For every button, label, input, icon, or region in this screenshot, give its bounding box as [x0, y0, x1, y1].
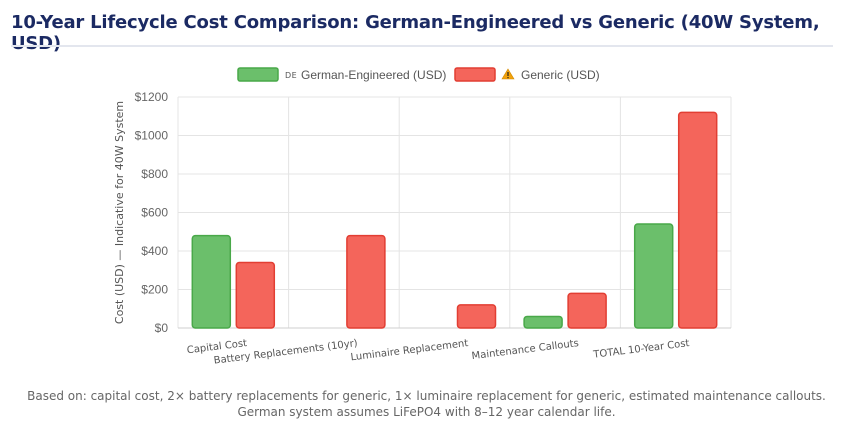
y-tick-label: $400 — [141, 244, 168, 258]
de-flag-label: DE — [285, 71, 297, 80]
chart-legend[interactable]: DE German-Engineered (USD) Generic (USD) — [237, 67, 600, 82]
legend-swatch-german[interactable] — [237, 67, 279, 82]
x-tick-label: Maintenance Callouts — [471, 338, 579, 362]
y-tick-label: $1200 — [135, 90, 169, 104]
bar-generic[interactable] — [456, 304, 497, 329]
bar-generic[interactable] — [567, 292, 607, 329]
y-tick-label: $800 — [141, 167, 168, 181]
bar-german[interactable] — [633, 223, 674, 329]
bar-generic[interactable] — [677, 111, 718, 329]
bar-german[interactable] — [523, 315, 563, 329]
y-tick-label: $200 — [141, 283, 168, 297]
y-axis-title: Cost (USD) — Indicative for 40W System — [113, 101, 126, 324]
bar-german[interactable] — [191, 234, 232, 329]
y-axis: $0 $200 $400 $600 $800 $1000 $1200 Cost (USD) —… — [113, 90, 168, 335]
lifecycle-cost-chart: DE German-Engineered (USD) Generic (USD) $… — [113, 67, 732, 367]
x-tick-label: Luminaire Replacement — [350, 338, 469, 363]
bar-generic[interactable] — [235, 261, 276, 329]
page-title: 10-Year Lifecycle Cost Comparison: Germa… — [11, 12, 820, 54]
x-tick-label: TOTAL 10-Year Cost — [592, 338, 690, 361]
y-tick-label: $1000 — [135, 129, 169, 143]
warning-icon-mark — [507, 72, 509, 76]
legend-swatch-generic[interactable] — [454, 67, 496, 82]
legend-label-german: German-Engineered (USD) — [301, 68, 446, 82]
footnote: Based on: capital cost, 2× battery repla… — [27, 389, 826, 419]
y-tick-label: $600 — [141, 206, 168, 220]
chart-bars — [191, 111, 718, 329]
warning-icon-dot — [507, 77, 509, 79]
title-divider — [11, 45, 833, 47]
bar-generic[interactable] — [346, 234, 386, 329]
y-tick-label: $0 — [155, 321, 169, 335]
legend-label-generic: Generic (USD) — [521, 68, 600, 82]
